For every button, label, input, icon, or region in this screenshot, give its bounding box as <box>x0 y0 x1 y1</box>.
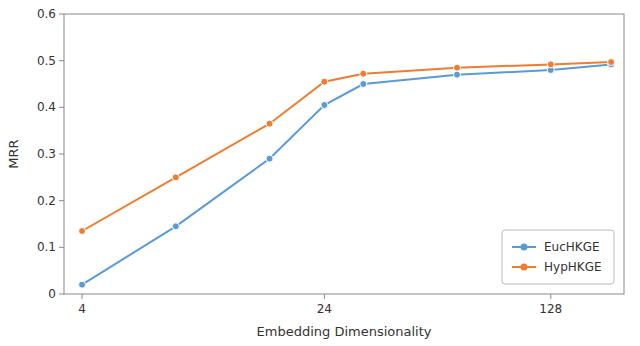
x-tick <box>324 294 325 299</box>
legend-label: EucHKGE <box>544 240 600 254</box>
series-marker <box>360 81 367 88</box>
y-tick-label: 0.5 <box>37 54 56 68</box>
y-tick-label: 0.3 <box>37 147 56 161</box>
legend-label: HypHKGE <box>544 260 602 274</box>
y-tick <box>59 14 64 15</box>
y-tick-label: 0.2 <box>37 194 56 208</box>
chart: 0 0.1 0.2 0.3 0.4 0.5 0.6 4 24 128 Embedding Dimen… <box>0 0 640 346</box>
legend-marker <box>521 264 528 271</box>
series-marker <box>172 223 179 230</box>
x-tick-label: 4 <box>78 302 86 316</box>
legend-box <box>502 230 614 284</box>
legend: EucHKGE HypHKGE <box>502 230 614 284</box>
y-tick-label: 0.6 <box>37 7 56 21</box>
series-marker <box>79 281 86 288</box>
plot-area <box>79 59 615 289</box>
x-tick-label: 128 <box>539 302 562 316</box>
y-tick <box>59 60 64 61</box>
legend-marker <box>521 244 528 251</box>
series-line <box>82 62 611 231</box>
y-tick <box>59 154 64 155</box>
x-tick <box>550 294 551 299</box>
y-tick <box>59 247 64 248</box>
series-marker <box>454 71 461 78</box>
plot-frame <box>64 14 624 294</box>
series-marker <box>266 120 273 127</box>
series-marker <box>360 70 367 77</box>
series-marker <box>79 228 86 235</box>
y-tick <box>59 200 64 201</box>
series-marker <box>321 102 328 109</box>
series-marker <box>608 59 615 66</box>
series-marker <box>321 78 328 85</box>
x-tick <box>82 294 83 299</box>
y-tick-label: 0.4 <box>37 100 56 114</box>
y-axis-label: MRR <box>6 139 21 168</box>
series-marker <box>172 174 179 181</box>
y-tick <box>59 107 64 108</box>
series-marker <box>454 64 461 71</box>
series-marker <box>547 61 554 68</box>
x-tick-label: 24 <box>317 302 332 316</box>
y-tick <box>59 294 64 295</box>
x-axis-label: Embedding Dimensionality <box>257 324 432 339</box>
y-tick-label: 0.1 <box>37 240 56 254</box>
series-marker <box>266 155 273 162</box>
y-tick-label: 0 <box>48 287 56 301</box>
